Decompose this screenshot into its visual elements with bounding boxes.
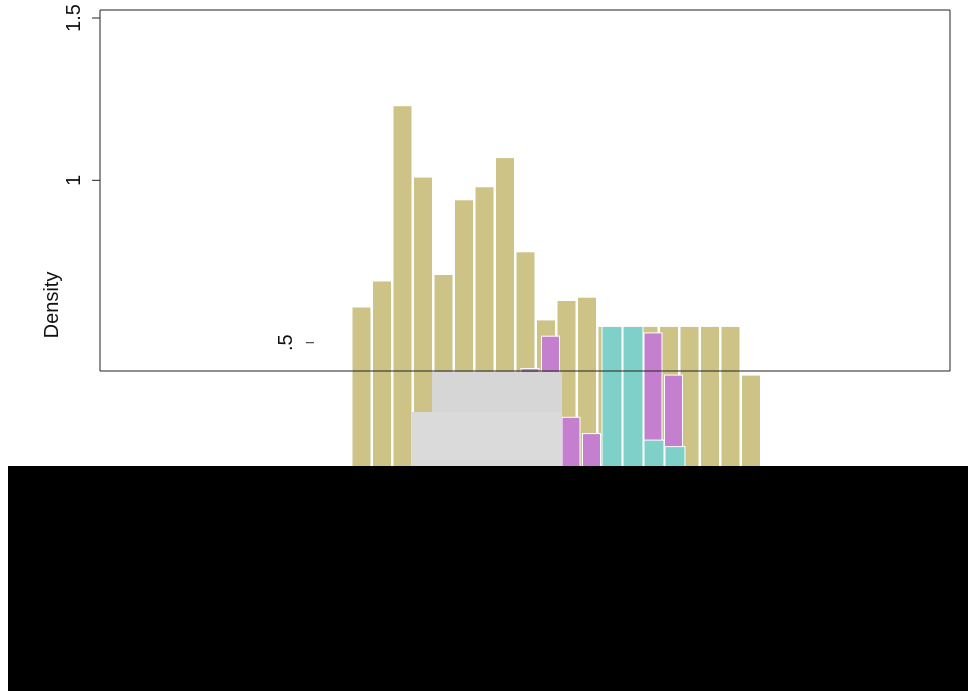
overlay-panel-lower	[412, 412, 562, 472]
y-axis-title: Density	[41, 272, 63, 339]
y-tick-label: 1	[63, 175, 85, 186]
black-occlusion-block	[8, 466, 968, 691]
y-axis: 1.51.5	[63, 4, 314, 351]
overlay-panel-upper	[432, 372, 562, 412]
y-tick-label: 1.5	[63, 4, 85, 32]
histogram-bar	[392, 105, 413, 506]
y-tick-label: .5	[275, 334, 297, 351]
